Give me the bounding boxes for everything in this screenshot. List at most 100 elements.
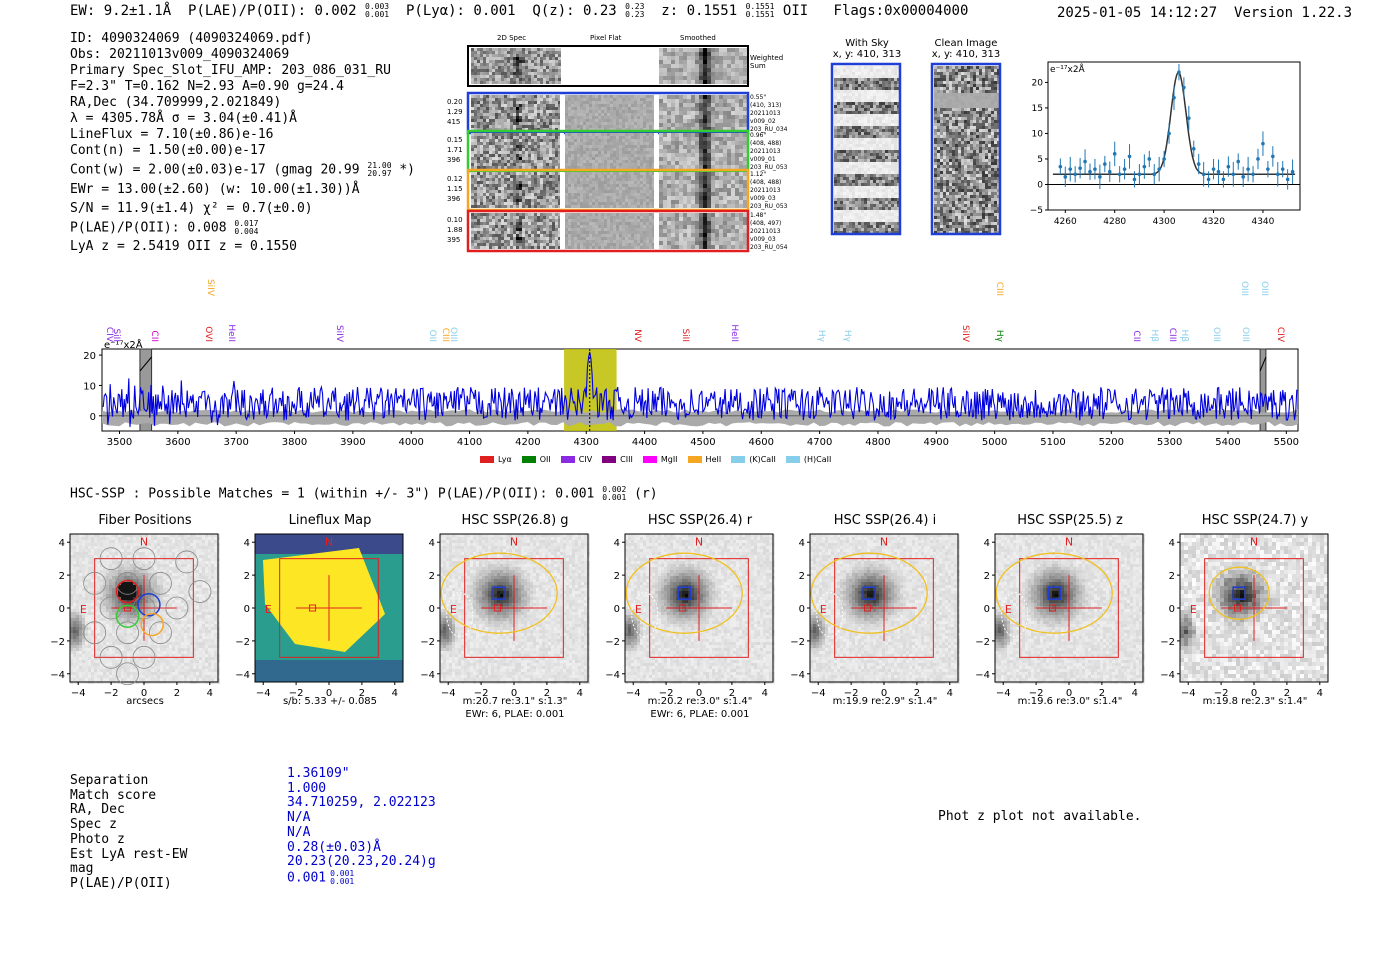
hsc-search-box — [279, 558, 379, 658]
cutout-divider — [654, 95, 658, 131]
hsc-ytick-label: 4 — [799, 538, 805, 549]
summary-label: Separation — [70, 773, 187, 789]
hsc-center-marker — [864, 604, 872, 612]
smoothed-image — [659, 95, 747, 131]
header-qz-err: 0.23 0.23 — [625, 3, 644, 19]
with-sky-label: With Sky — [832, 38, 902, 49]
spectrum-line-label: HeII — [226, 324, 236, 342]
spectrum-xtick-label: 3500 — [107, 437, 132, 448]
hsc-search-box — [94, 558, 194, 658]
profile-xtick-label: 4280 — [1103, 217, 1126, 227]
clean-frame — [930, 62, 1002, 236]
cutout-row-r2: (410, 313) — [750, 102, 787, 110]
spectrum-xtick-label: 4000 — [398, 437, 423, 448]
info-lambda: λ = 4305.78Å σ = 3.04(±0.41)Å — [70, 111, 440, 127]
cutout-row-l2: 1.29 — [447, 107, 463, 117]
cutout-row-l1: 0.15 — [447, 135, 463, 145]
header-ew: EW: 9.2±1.1Å — [70, 3, 171, 19]
hsc-xtick-label: 4 — [392, 688, 398, 699]
summary-value: 34.710259, 2.022123 — [287, 796, 436, 811]
profile-data-point — [1211, 167, 1216, 171]
hsc-xtick-label: 2 — [1284, 688, 1290, 699]
smoothed-image — [659, 213, 747, 249]
spectrum-mask-hatch — [1259, 356, 1267, 372]
profile-data-point — [1142, 164, 1147, 169]
hsc-center-marker — [309, 604, 317, 612]
sky-panel: With Sky x, y: 410, 313 Clean Image x, y… — [820, 38, 1020, 238]
summary-plae-lo: 0.001 — [330, 877, 354, 886]
compass-east: E — [265, 603, 272, 616]
profile-xtick-label: 4300 — [1153, 217, 1176, 227]
profile-data-point — [1112, 152, 1117, 156]
hsc-match-box — [1232, 586, 1246, 600]
hsc-xtick-label: 0 — [326, 688, 332, 699]
hsc-search-box — [834, 558, 934, 658]
profile-data-point — [1251, 172, 1255, 177]
header-flags: Flags:0x00004000 — [834, 3, 969, 19]
hsc-xtick-label: 2 — [914, 688, 920, 699]
spectrum-mask — [1259, 348, 1267, 432]
spectrum-xtick-label: 4600 — [749, 437, 774, 448]
cutout-row-right-label: 1.12" (408, 488) 20211013 v009_03 203_RU_053 — [750, 171, 787, 211]
summary-plae-err: 0.001 0.001 — [330, 869, 354, 886]
hsc-title-line: HSC-SSP : Possible Matches = 1 (within +… — [70, 486, 658, 502]
spectrum-legend: Lyα OII CIV CIII MgII HeII (K)CaII (H)CaII — [480, 447, 841, 464]
hsc-ytick-label: 0 — [1169, 604, 1175, 615]
compass-north: N — [880, 536, 888, 549]
hsc-center-marker — [679, 604, 687, 612]
fiber-circle — [99, 596, 123, 620]
hsc-xtick-label: 0 — [141, 688, 147, 699]
hsc-ytick-label: 2 — [244, 571, 250, 582]
profile-xtick-label: 4320 — [1202, 217, 1225, 227]
hsc-ytick-label: 0 — [614, 604, 620, 615]
profile-data-point — [1196, 162, 1201, 166]
cutout-row-r1: 0.96" — [750, 132, 787, 140]
profile-data-point — [1236, 159, 1241, 164]
cutout-row-left-label: 0.10 1.88 395 — [447, 215, 463, 245]
fiber-circle — [149, 621, 172, 645]
profile-data-point — [1226, 164, 1231, 169]
cutout-divider — [654, 133, 658, 169]
hsc-search-box — [464, 558, 564, 658]
summary-labels: Separation Match score RA, Dec Spec z Photo … — [70, 773, 187, 892]
hsc-panel-caption: s/b: 5.33 +/- 0.085 — [245, 696, 415, 707]
hsc-title: HSC-SSP : Possible Matches = 1 (within +… — [70, 487, 594, 502]
header-datetime-block: 2025-01-05 14:12:27 Version 1.22.3 — [1057, 5, 1352, 21]
fiber-circle — [188, 580, 212, 603]
profile-ytick-label: 10 — [1032, 129, 1044, 139]
summary-label: mag — [70, 862, 187, 877]
cutout-row-left-label: 0.20 1.29 415 — [447, 97, 463, 127]
profile-data-point — [1177, 70, 1181, 75]
fiber-circle — [99, 645, 123, 669]
summary-value: 1.36109" — [287, 766, 436, 782]
compass-north: N — [695, 536, 703, 549]
hsc-ytick-label: −4 — [235, 670, 250, 681]
header-z: z: 0.1551 — [661, 3, 737, 19]
hsc-match-box — [1047, 586, 1061, 600]
summary-value: 20.23(20.23,20.24)g — [287, 855, 436, 870]
profile-data-point — [1167, 131, 1171, 136]
full-spectrum-chart: 0 10 20 3500 3600 3700 3800 3900 4000 4100 4200 430… — [83, 279, 1299, 448]
cutout-row-l3: 415 — [447, 117, 463, 127]
spectrum-line-label: SiIV — [960, 325, 970, 343]
profile-data-point — [1088, 169, 1092, 174]
profile-data-point — [1261, 141, 1265, 146]
fiber-circle — [132, 596, 156, 620]
cutout-row-r1: 0.55" — [750, 94, 787, 102]
info-contw: Cont(w) = 2.00(±0.03)e-17 (gmag 20.99 — [70, 163, 360, 178]
spectrum-xtick-label: 5100 — [1040, 437, 1065, 448]
hsc-panel-caption-2: EWr: 6, PLAE: 0.001 — [615, 709, 785, 720]
profile-data-point — [1216, 169, 1221, 174]
summary-value: N/A — [287, 825, 436, 841]
fiber-circle-highlight — [140, 612, 164, 637]
spectrum-line-label: SiIV — [334, 325, 344, 343]
hsc-ytick-label: 4 — [244, 538, 250, 549]
hsc-ytick-label: 0 — [244, 604, 250, 615]
hsc-xtick-label: 2 — [359, 688, 365, 699]
weighted-pixflat — [561, 48, 657, 84]
profile-data-point — [1107, 169, 1112, 174]
hsc-panel-image: N E 4 2 0 −2 −4 −4 −2 0 2 4 — [1160, 533, 1329, 699]
summary-plae-value: 0.001 — [287, 870, 326, 886]
info-id: ID: 4090324069 (4090324069.pdf) — [70, 31, 440, 47]
cutout-row-right-label: 0.96" (408, 488) 20211013 v009_01 203_RU_053 — [750, 132, 787, 172]
